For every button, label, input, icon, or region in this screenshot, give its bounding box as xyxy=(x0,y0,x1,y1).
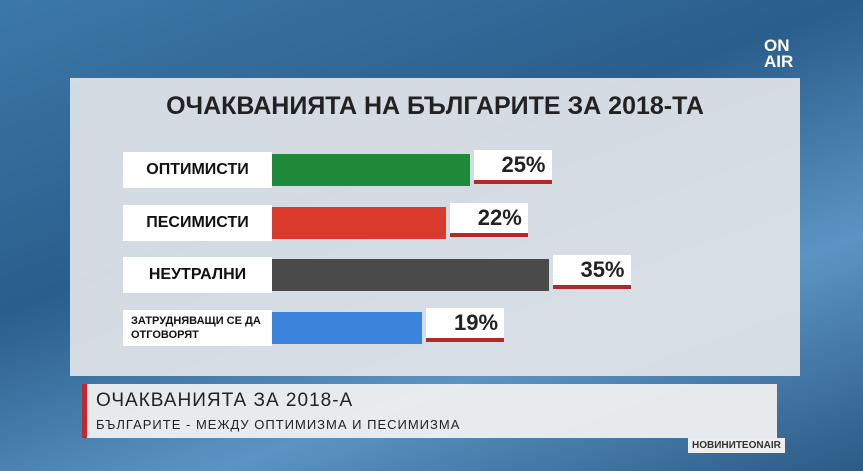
chart-title: ОЧАКВАНИЯТА НА БЪЛГАРИТЕ ЗА 2018-ТА xyxy=(166,92,704,120)
value-label: 25% xyxy=(473,150,552,184)
bar xyxy=(272,154,470,186)
badge: НОВИНИТЕONAIR xyxy=(688,438,785,453)
category-label: ЗАТРУДНЯВАЩИ СЕ ДА ОТГОВОРЯТ xyxy=(123,310,272,346)
channel-logo: ON AIR xyxy=(764,36,794,71)
lower-third xyxy=(82,384,777,438)
category-label: ОПТИМИСТИ xyxy=(123,152,272,188)
bar xyxy=(272,312,423,344)
subline: БЪЛГАРИТЕ - МЕЖДУ ОПТИМИЗМА И ПЕСИМИЗМА xyxy=(96,417,461,432)
category-label: НЕУТРАЛНИ xyxy=(123,257,272,293)
bar xyxy=(272,259,549,291)
bar xyxy=(272,207,446,239)
category-label: ПЕСИМИСТИ xyxy=(123,205,272,241)
value-label: 19% xyxy=(426,308,505,342)
value-label: 35% xyxy=(552,255,631,289)
headline: ОЧАКВАНИЯТА ЗА 2018-А xyxy=(96,390,354,411)
value-label: 22% xyxy=(449,203,528,237)
